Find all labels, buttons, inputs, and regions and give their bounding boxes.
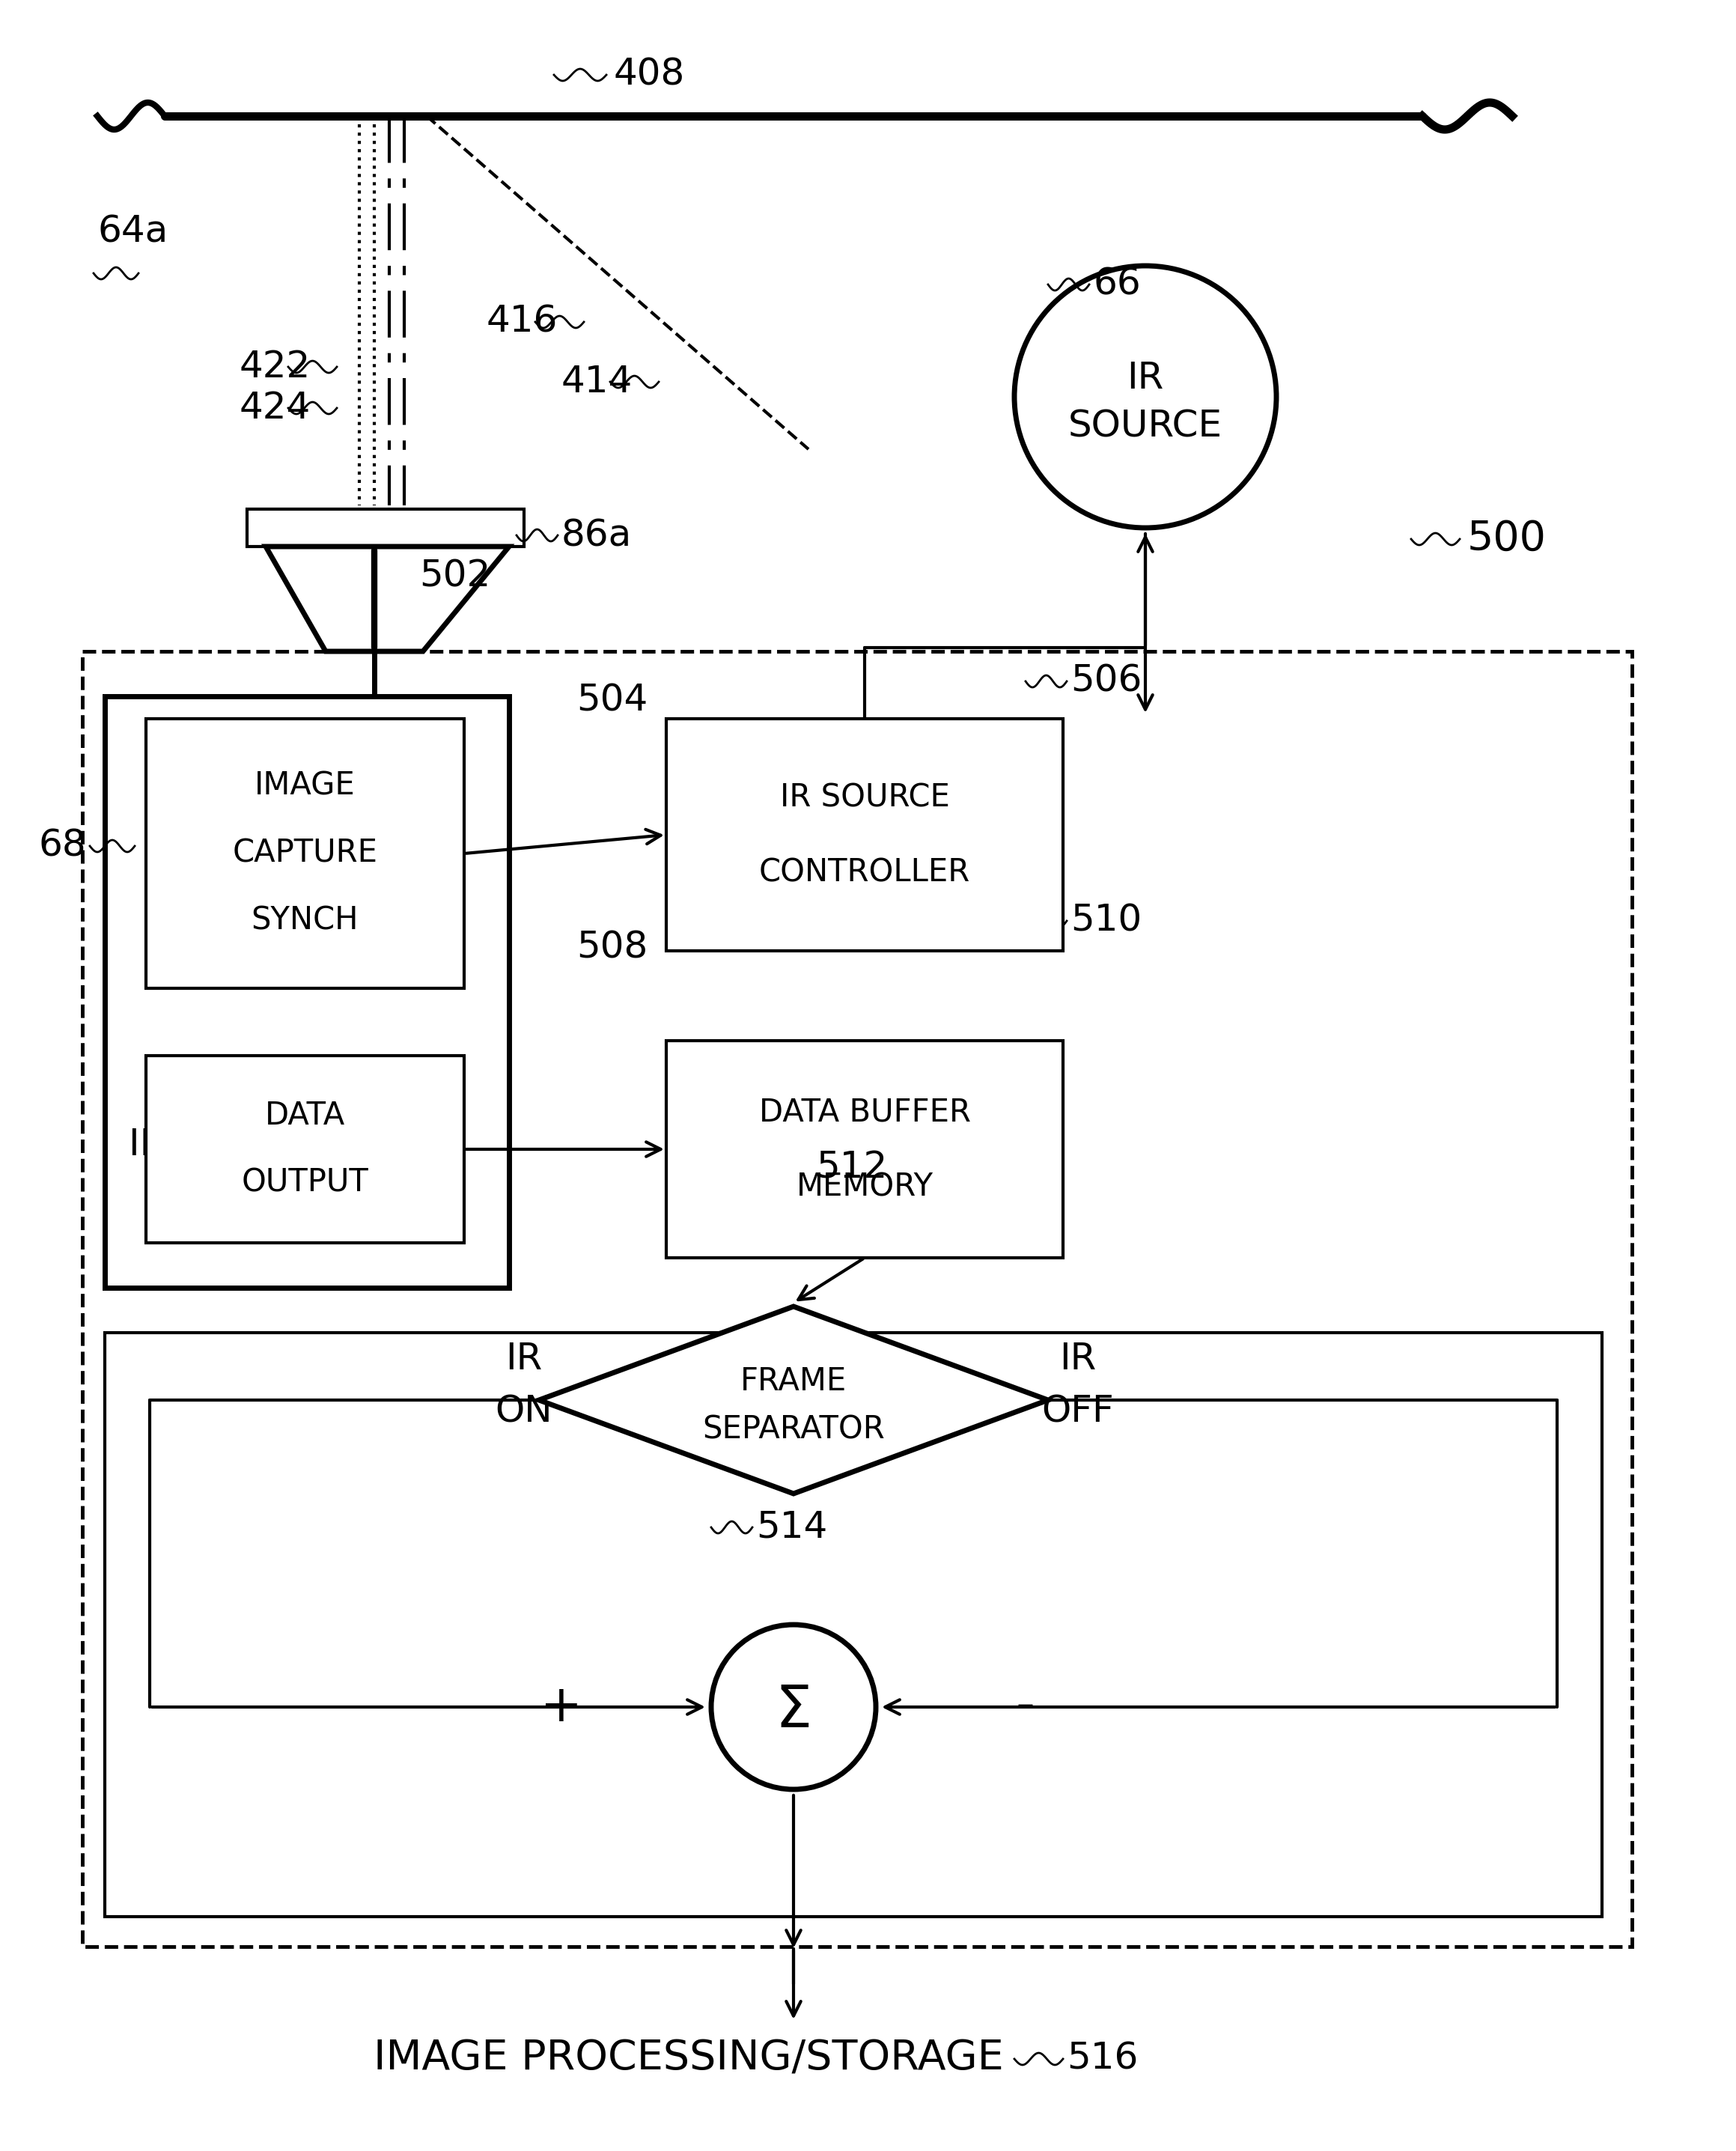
Text: FRAME: FRAME bbox=[740, 1366, 847, 1396]
Text: 506: 506 bbox=[1071, 663, 1142, 699]
Text: 502: 502 bbox=[418, 559, 491, 594]
Bar bbox=[146, 1056, 464, 1243]
Text: IR: IR bbox=[1127, 359, 1163, 396]
Text: CAPTURE: CAPTURE bbox=[233, 837, 378, 869]
Text: -: - bbox=[1016, 1682, 1035, 1734]
Bar bbox=[667, 718, 1062, 951]
Polygon shape bbox=[538, 1306, 1049, 1493]
Text: SEPARATOR: SEPARATOR bbox=[703, 1415, 885, 1445]
Text: 422: 422 bbox=[240, 348, 311, 385]
Text: OFF: OFF bbox=[1042, 1394, 1115, 1428]
Text: 514: 514 bbox=[757, 1510, 828, 1544]
Text: 416: 416 bbox=[486, 303, 557, 340]
Text: 66: 66 bbox=[1094, 267, 1141, 303]
Text: 510: 510 bbox=[1071, 903, 1142, 938]
Text: DATA BUFFER: DATA BUFFER bbox=[759, 1097, 970, 1127]
Bar bbox=[667, 1041, 1062, 1258]
Text: IR SOURCE: IR SOURCE bbox=[779, 781, 950, 813]
Bar bbox=[104, 697, 509, 1288]
Text: 516: 516 bbox=[1066, 2041, 1139, 2078]
Text: 408: 408 bbox=[615, 56, 686, 92]
Text: 504: 504 bbox=[576, 682, 648, 718]
Polygon shape bbox=[266, 546, 509, 652]
Text: Σ: Σ bbox=[776, 1682, 812, 1740]
Text: 64a: 64a bbox=[97, 215, 168, 250]
Text: IMAGE: IMAGE bbox=[255, 770, 356, 802]
Text: 414: 414 bbox=[561, 364, 632, 400]
Text: 424: 424 bbox=[240, 389, 311, 426]
Bar bbox=[247, 510, 524, 546]
Text: IR CAMERA: IR CAMERA bbox=[128, 1127, 335, 1164]
Text: IMAGE PROCESSING/STORAGE: IMAGE PROCESSING/STORAGE bbox=[373, 2039, 1003, 2080]
Text: CONTROLLER: CONTROLLER bbox=[759, 856, 970, 888]
Text: DATA: DATA bbox=[266, 1099, 345, 1131]
Text: +: + bbox=[540, 1682, 582, 1732]
Text: SOURCE: SOURCE bbox=[1068, 409, 1222, 445]
Text: IR: IR bbox=[1059, 1340, 1097, 1377]
Text: MEMORY: MEMORY bbox=[797, 1170, 934, 1202]
Bar bbox=[104, 1334, 1602, 1917]
Text: ON: ON bbox=[495, 1394, 552, 1428]
Text: 512: 512 bbox=[816, 1151, 887, 1185]
Text: 508: 508 bbox=[576, 929, 648, 966]
Bar bbox=[146, 718, 464, 987]
Bar bbox=[82, 652, 1632, 1947]
Text: OUTPUT: OUTPUT bbox=[241, 1168, 368, 1198]
Text: 86a: 86a bbox=[561, 518, 632, 553]
Text: IR: IR bbox=[505, 1340, 542, 1377]
Text: SYNCH: SYNCH bbox=[252, 906, 359, 936]
Text: 68: 68 bbox=[38, 828, 87, 865]
Circle shape bbox=[712, 1624, 877, 1790]
Text: 500: 500 bbox=[1467, 518, 1547, 559]
